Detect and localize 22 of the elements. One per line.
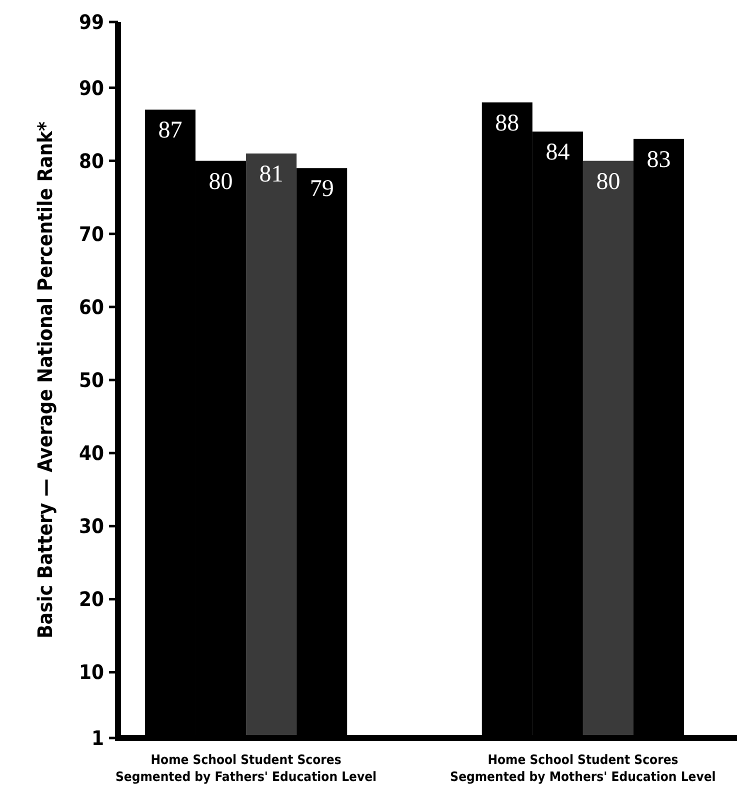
y-tick-label: 30 — [78, 514, 104, 538]
y-tick-label: 10 — [78, 660, 104, 684]
x-tick-label: Home School Student Scores Segmented by Fathers' Education Level — [115, 753, 377, 785]
data-label: 83 — [646, 146, 671, 173]
data-label: 87 — [158, 118, 182, 144]
y-tick-label: 70 — [78, 222, 104, 246]
x-tick-label: Home School Student Scores Segmented by Mothers' Education Level — [450, 753, 716, 785]
y-tick-label: 80 — [78, 148, 104, 173]
y-tick-label: 50 — [78, 368, 104, 392]
y-tick-label: 90 — [78, 76, 104, 100]
data-label: 79 — [310, 176, 334, 202]
y-tick-label: 1 — [91, 726, 104, 750]
data-label: 80 — [596, 168, 620, 195]
data-label: 80 — [208, 168, 233, 195]
y-tick-label: 99 — [78, 10, 104, 34]
y-tick-label: 40 — [78, 441, 104, 466]
y-tick-label: 20 — [78, 587, 104, 612]
data-label: 88 — [495, 110, 520, 136]
data-label: 81 — [259, 162, 284, 188]
data-label: 84 — [546, 140, 570, 166]
y-tick-label: 60 — [78, 294, 104, 319]
y-axis-title: Basic Battery — Average National Percentile Rank* — [33, 121, 57, 638]
